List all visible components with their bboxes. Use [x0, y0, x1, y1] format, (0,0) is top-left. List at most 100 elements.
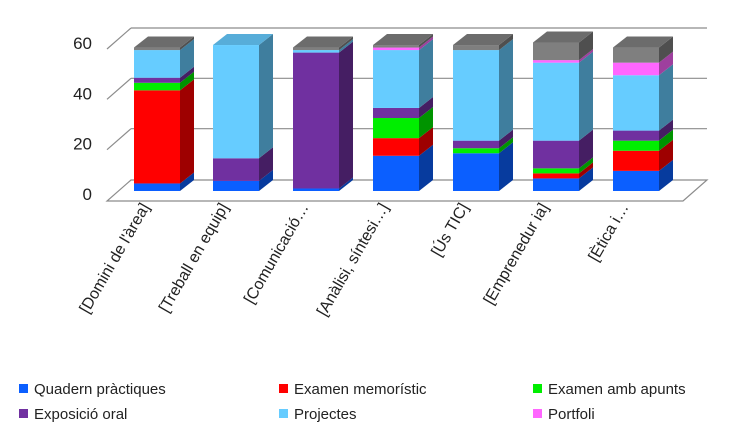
legend-label: Quadern pràctiques	[34, 381, 166, 398]
legend-swatch	[533, 409, 542, 418]
bar-stack	[213, 34, 273, 191]
bar-segment-front	[373, 47, 419, 51]
bar-segment-front	[533, 42, 579, 61]
bar-segment-front	[453, 153, 499, 191]
bar-segment-side	[419, 127, 433, 156]
bar-segment-front	[293, 50, 339, 53]
y-tick-label: 60	[73, 34, 92, 53]
bar-segment-front	[213, 158, 259, 181]
bar-segment-side	[419, 39, 433, 108]
bar-segment-front	[373, 138, 419, 156]
bar-segment-side	[579, 31, 593, 61]
y-tick-label: 40	[73, 84, 92, 103]
category-label: [Treball en equip]	[156, 201, 232, 316]
legend-label: Exposició oral	[34, 406, 127, 423]
gridline-side	[106, 77, 132, 100]
bar-segment-front	[453, 140, 499, 149]
legend-label: Examen memorístic	[294, 381, 427, 398]
bar-segment-front	[533, 140, 579, 169]
bar-segment-side	[180, 172, 194, 191]
bar-segment-side	[659, 139, 673, 171]
bar-segment-front	[453, 50, 499, 141]
bar-segment-side	[419, 36, 433, 51]
bar-segment-front	[453, 148, 499, 154]
bar-segment-top	[453, 34, 513, 46]
bar-segment-top	[134, 36, 194, 48]
bar-segment-front	[453, 45, 499, 51]
bar-segment-side	[499, 34, 513, 51]
bar-segment-front	[613, 150, 659, 171]
bar-segment-side	[419, 96, 433, 119]
bar-segment-side	[659, 36, 673, 63]
category-label: [Domini de l'àrea]	[77, 201, 154, 317]
bar-segment-front	[134, 82, 180, 91]
legend-label: Projectes	[294, 406, 357, 423]
bar-segment-front	[373, 107, 419, 119]
bar-segment-front	[134, 50, 180, 78]
bar-segment-front	[293, 52, 339, 189]
bar-segment-side	[659, 129, 673, 151]
bars	[134, 31, 673, 191]
bar-segment-side	[339, 41, 353, 189]
bar-segment-front	[134, 47, 180, 51]
bar-stack	[613, 36, 673, 191]
bar-segment-side	[259, 169, 273, 191]
bar-segment-side	[499, 39, 513, 141]
bar-segment-front	[373, 50, 419, 108]
bar-segment-front	[613, 130, 659, 141]
bar-segment-top	[213, 34, 273, 46]
bar-segment-front	[373, 45, 419, 48]
legend-swatch	[19, 409, 28, 418]
bar-segment-side	[419, 107, 433, 139]
bar-segment-side	[419, 144, 433, 191]
bar-stack	[453, 34, 513, 191]
legend-label: Portfoli	[548, 406, 595, 423]
bar-stack	[293, 36, 353, 191]
legend: Quadern pràctiques Examen memorístic Exame…	[19, 381, 686, 423]
legend-swatch	[533, 384, 542, 393]
bar-segment-side	[579, 167, 593, 191]
bar-segment-front	[293, 47, 339, 51]
bar-segment-front	[373, 118, 419, 139]
bar-stack	[533, 31, 593, 191]
bar-segment-top	[533, 31, 593, 43]
bar-segment-side	[180, 36, 194, 51]
bar-segment-front	[134, 90, 180, 184]
bar-segment-front	[533, 62, 579, 141]
bar-segment-top	[613, 36, 673, 48]
bar-segment-side	[659, 159, 673, 191]
bar-segment-side	[259, 34, 273, 159]
bar-segment-side	[180, 71, 194, 91]
category-label: [Comunicació…	[241, 201, 312, 307]
bar-segment-top	[293, 36, 353, 48]
bar-segment-side	[259, 147, 273, 181]
bar-segment-side	[339, 177, 353, 191]
gridline-side	[106, 27, 132, 50]
legend-swatch	[19, 384, 28, 393]
bar-segment-side	[579, 49, 593, 63]
bar-segment-front	[613, 47, 659, 63]
bar-segment-front	[373, 155, 419, 191]
y-tick-label: 20	[73, 135, 92, 154]
legend-label: Examen amb apunts	[548, 381, 686, 398]
bar-segment-side	[419, 34, 433, 48]
bar-segment-side	[579, 157, 593, 174]
bar-segment-side	[339, 39, 353, 53]
bar-segment-front	[613, 170, 659, 191]
bar-segment-front	[293, 188, 339, 191]
category-label: [Ús TIC]	[427, 200, 473, 260]
chart-floor	[105, 179, 709, 202]
bar-segment-front	[533, 168, 579, 174]
y-axis-ticks: 0 20 40 60	[73, 34, 92, 204]
bar-segment-side	[499, 142, 513, 191]
category-label: [Emprenedur ia]	[481, 201, 553, 308]
bar-segment-side	[579, 162, 593, 179]
legend-swatch	[279, 409, 288, 418]
gridline-side	[106, 128, 132, 151]
bar-segment-front	[613, 62, 659, 76]
bar-segment-side	[180, 66, 194, 83]
category-label: [Anàlisi, síntesi…]	[314, 201, 392, 320]
bar-segment-side	[499, 129, 513, 149]
bar-segment-top	[373, 34, 433, 46]
